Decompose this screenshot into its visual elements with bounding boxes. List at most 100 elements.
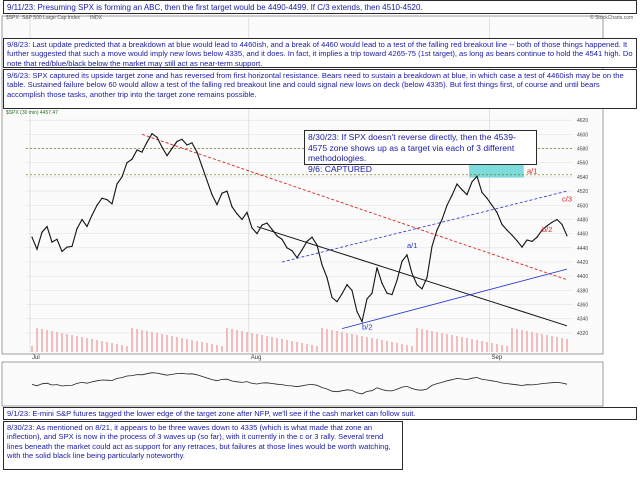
price-point	[296, 257, 298, 259]
volume-bar	[381, 340, 383, 352]
price-point	[311, 236, 313, 238]
volume-bar	[446, 334, 448, 352]
price-point	[511, 234, 513, 236]
price-point	[86, 225, 88, 228]
volume-bar	[521, 330, 523, 352]
price-point	[36, 248, 38, 250]
volume-bar	[496, 344, 498, 352]
volume-bar	[111, 343, 113, 352]
volume-bar	[336, 331, 338, 352]
y-tick-label: 4500	[577, 203, 588, 209]
volume-bar	[231, 329, 233, 352]
price-point	[341, 293, 343, 295]
price-point	[441, 218, 443, 221]
volume-bar	[96, 340, 98, 352]
volume-bar	[46, 330, 48, 352]
volume-bar	[566, 339, 568, 352]
volume-bar	[261, 335, 263, 352]
volume-bar	[196, 341, 198, 352]
volume-bar	[311, 345, 313, 352]
volume-bar	[116, 344, 118, 352]
price-point	[366, 298, 368, 300]
volume-bar	[531, 332, 533, 352]
volume-bar	[276, 338, 278, 352]
price-point	[271, 228, 273, 230]
volume-bar	[436, 332, 438, 352]
price-point	[556, 218, 558, 221]
volume-bar	[101, 341, 103, 352]
y-tick-label: 4620	[577, 118, 588, 124]
volume-bar	[461, 337, 463, 352]
volume-bar	[346, 333, 348, 352]
price-point	[46, 225, 48, 228]
volume-bar	[266, 336, 268, 352]
volume-bar	[516, 329, 518, 352]
chart-header-exchange: INDX	[90, 15, 102, 21]
volume-bar	[486, 342, 488, 352]
wave-label: b/2	[362, 322, 372, 331]
volume-bar	[476, 340, 478, 352]
price-point	[246, 211, 248, 213]
price-point	[201, 165, 203, 167]
ma-legend: $SPX (30 min) 4457.47	[6, 110, 58, 116]
y-tick-label: 4540	[577, 175, 588, 181]
volume-bar	[401, 344, 403, 352]
price-point	[66, 246, 68, 248]
volume-bar	[161, 334, 163, 352]
volume-bar	[151, 332, 153, 352]
price-point	[321, 264, 323, 266]
indicator-panel-frame	[1, 361, 604, 407]
price-point	[191, 142, 193, 144]
chart-header-name: S&P 500 Large Cap Index	[22, 15, 81, 21]
volume-bar	[51, 331, 53, 352]
y-tick-label: 4360	[577, 303, 588, 309]
volume-bar	[466, 338, 468, 352]
volume-bar	[481, 341, 483, 352]
volume-bar	[81, 337, 83, 352]
volume-bar	[291, 341, 293, 352]
black-trend-line	[256, 226, 568, 327]
volume-bar	[296, 342, 298, 352]
price-point	[466, 194, 468, 196]
price-point	[161, 146, 163, 148]
price-point	[56, 238, 58, 240]
volume-bar	[416, 328, 418, 352]
volume-bar	[556, 337, 558, 352]
price-point	[316, 244, 318, 246]
price-point	[346, 284, 348, 286]
volume-bar	[321, 328, 323, 352]
volume-bar	[506, 346, 508, 352]
price-point	[181, 138, 183, 140]
y-tick-label: 4560	[577, 161, 588, 167]
price-point	[336, 301, 338, 303]
price-point	[421, 288, 423, 290]
price-point	[286, 247, 288, 249]
price-point	[526, 239, 528, 241]
volume-bar	[456, 336, 458, 352]
price-point	[516, 240, 518, 242]
volume-bar	[246, 332, 248, 352]
volume-bar	[541, 334, 543, 352]
volume-bar	[241, 331, 243, 352]
volume-bar	[351, 334, 353, 352]
price-point	[506, 229, 508, 231]
price-point	[431, 245, 433, 247]
volume-bar	[56, 332, 58, 352]
volume-bar	[146, 331, 148, 352]
price-point	[486, 197, 488, 199]
volume-bar	[186, 339, 188, 352]
y-tick-label: 4480	[577, 217, 588, 223]
volume-bar	[216, 345, 218, 352]
volume-bar	[331, 330, 333, 352]
price-point	[541, 229, 543, 231]
price-point	[81, 218, 83, 221]
volume-bar	[341, 332, 343, 352]
volume-bar	[171, 336, 173, 352]
volume-bar	[256, 334, 258, 352]
price-point	[566, 235, 568, 237]
price-point	[106, 199, 108, 201]
x-tick-label: Aug	[251, 355, 262, 361]
price-point	[206, 179, 208, 182]
price-point	[281, 238, 283, 240]
wave-label: a/1	[527, 166, 537, 175]
